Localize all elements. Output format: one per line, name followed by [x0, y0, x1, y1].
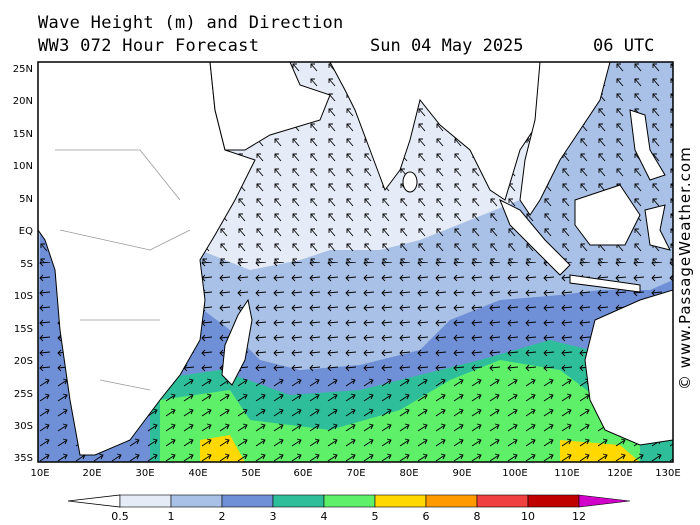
- java: [569, 274, 641, 293]
- map-frame: [37, 61, 674, 463]
- legend-label: 8: [474, 510, 481, 523]
- legend-label: 4: [321, 510, 328, 523]
- legend-swatch: [527, 494, 580, 508]
- lon-label: 70E: [346, 468, 365, 479]
- legend-swatch: [323, 494, 376, 508]
- country-borders: [55, 149, 191, 391]
- sulawesi: [644, 204, 671, 251]
- australia-landmass: [584, 289, 673, 446]
- lat-label: 5S: [20, 259, 33, 270]
- legend-label: 10: [521, 510, 535, 523]
- latitude-axis: 25N 20N 15N 10N 5N EQ 5S 10S 15S 20S 25S…: [13, 64, 33, 464]
- legend-swatch: [476, 494, 529, 508]
- lat-label: 25S: [14, 389, 33, 400]
- sumatra: [499, 198, 571, 276]
- philippines: [629, 109, 666, 181]
- forecast-date: Sun 04 May 2025: [370, 36, 524, 56]
- lat-label: 5N: [19, 194, 33, 205]
- legend-label: 2: [219, 510, 226, 523]
- lat-label: EQ: [19, 226, 33, 237]
- lon-label: 30E: [135, 468, 154, 479]
- legend-swatch: [221, 494, 274, 508]
- legend-swatch: [425, 494, 478, 508]
- lon-label: 10E: [30, 468, 49, 479]
- lon-label: 50E: [241, 468, 260, 479]
- indochina-landmass: [519, 62, 611, 216]
- legend-label: 5: [372, 510, 379, 523]
- legend-swatch: [272, 494, 325, 508]
- lat-label: 30S: [14, 421, 33, 432]
- lon-label: 100E: [502, 468, 527, 479]
- map-plot-area: [38, 62, 673, 462]
- borneo: [574, 184, 641, 246]
- wave-height-legend: 0.5 1 2 3 4 5 6 8 10 12: [67, 494, 631, 523]
- lon-label: 120E: [607, 468, 632, 479]
- legend-label: 3: [270, 510, 277, 523]
- sri-lanka: [402, 171, 418, 193]
- lon-label: 80E: [399, 468, 418, 479]
- legend-left-triangle: [67, 494, 121, 508]
- lat-label: 35S: [14, 453, 33, 464]
- legend-swatch: [374, 494, 427, 508]
- lon-label: 110E: [554, 468, 579, 479]
- credit-watermark: © www.PassageWeather.com: [676, 146, 694, 390]
- lat-label: 10S: [14, 291, 33, 302]
- legend-label: 0.5: [111, 510, 129, 523]
- madagascar: [221, 298, 253, 386]
- lat-label: 15N: [13, 129, 33, 140]
- lat-label: 20S: [14, 356, 33, 367]
- lat-label: 10N: [13, 161, 33, 172]
- lat-label: 20N: [13, 96, 33, 107]
- africa-landmass: [38, 62, 256, 456]
- longitude-axis: 10E 20E 30E 40E 50E 60E 70E 80E 90E 100E…: [30, 468, 680, 479]
- lon-label: 60E: [293, 468, 312, 479]
- south-asia-landmass: [329, 62, 541, 201]
- arabia-landmass: [209, 62, 331, 151]
- legend-swatch: [170, 494, 223, 508]
- lon-label: 130E: [655, 468, 680, 479]
- forecast-time: 06 UTC: [593, 36, 655, 56]
- legend-label: 6: [423, 510, 430, 523]
- legend-label: 12: [572, 510, 586, 523]
- lon-label: 90E: [452, 468, 471, 479]
- legend-swatch: [119, 494, 172, 508]
- legend-right-triangle: [578, 494, 631, 508]
- map-title: Wave Height (m) and Direction: [38, 13, 344, 33]
- lat-label: 15S: [14, 324, 33, 335]
- legend-label: 1: [168, 510, 175, 523]
- model-label: WW3 072 Hour Forecast: [38, 36, 260, 56]
- lon-label: 40E: [188, 468, 207, 479]
- lat-label: 25N: [13, 64, 33, 75]
- lon-label: 20E: [82, 468, 101, 479]
